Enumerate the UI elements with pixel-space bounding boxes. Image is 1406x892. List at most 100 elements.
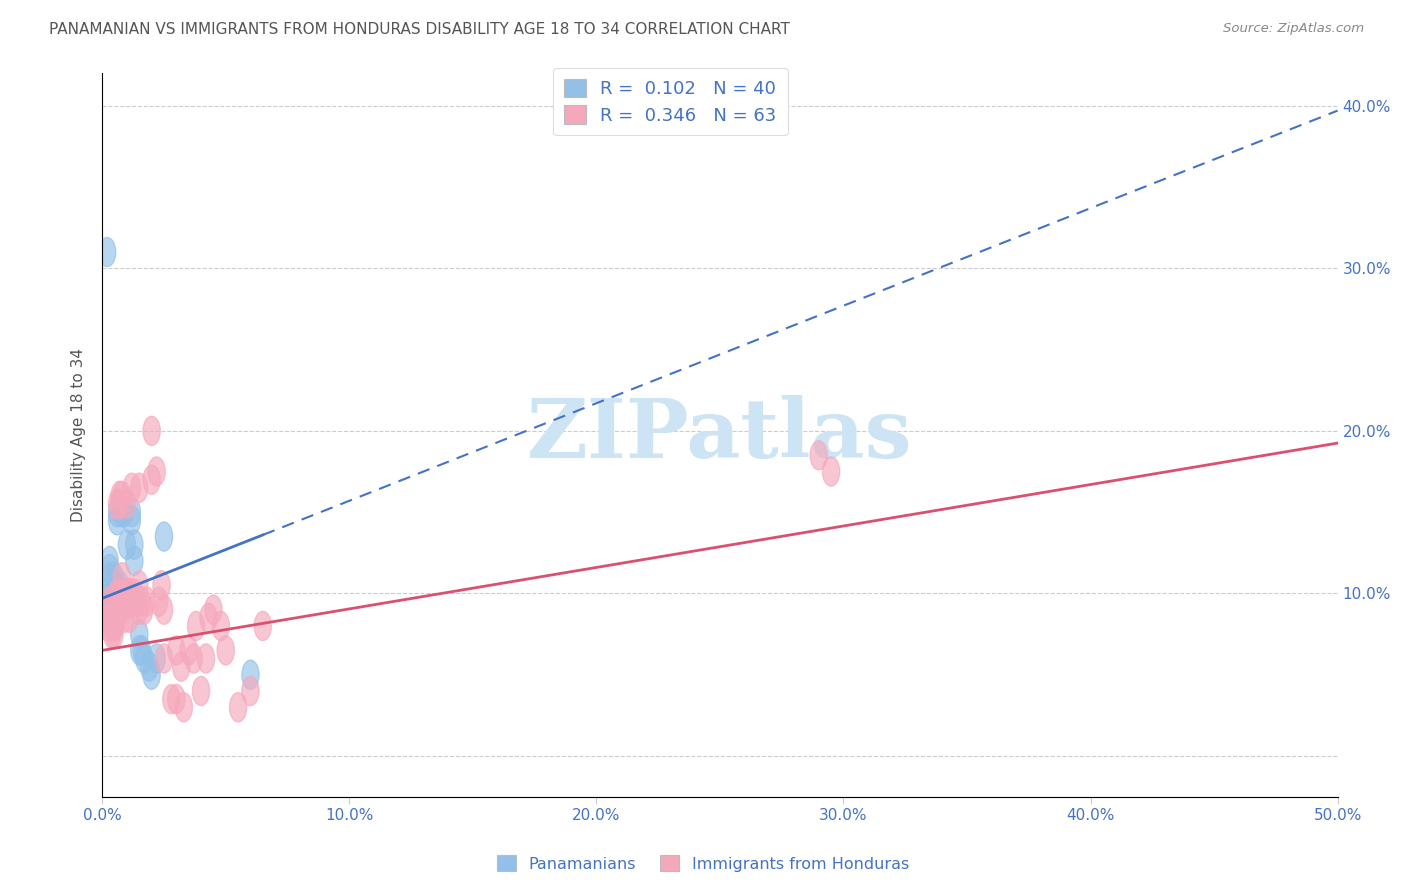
Ellipse shape <box>101 546 118 575</box>
Ellipse shape <box>143 417 160 445</box>
Ellipse shape <box>105 587 124 616</box>
Ellipse shape <box>108 579 125 608</box>
Ellipse shape <box>131 595 148 624</box>
Ellipse shape <box>105 563 124 591</box>
Text: ZIPatlas: ZIPatlas <box>527 395 912 475</box>
Ellipse shape <box>105 603 124 632</box>
Ellipse shape <box>101 555 118 583</box>
Ellipse shape <box>111 490 128 518</box>
Text: Source: ZipAtlas.com: Source: ZipAtlas.com <box>1223 22 1364 36</box>
Ellipse shape <box>128 587 145 616</box>
Ellipse shape <box>823 457 839 486</box>
Ellipse shape <box>135 644 153 673</box>
Ellipse shape <box>105 619 124 648</box>
Ellipse shape <box>131 636 148 665</box>
Ellipse shape <box>111 579 128 608</box>
Ellipse shape <box>180 636 197 665</box>
Ellipse shape <box>111 571 128 600</box>
Ellipse shape <box>108 595 125 624</box>
Ellipse shape <box>131 619 148 648</box>
Ellipse shape <box>141 652 157 681</box>
Ellipse shape <box>105 611 124 640</box>
Ellipse shape <box>118 579 135 608</box>
Ellipse shape <box>105 603 124 632</box>
Ellipse shape <box>111 579 128 608</box>
Ellipse shape <box>115 579 134 608</box>
Legend: R =  0.102   N = 40, R =  0.346   N = 63: R = 0.102 N = 40, R = 0.346 N = 63 <box>554 68 787 136</box>
Ellipse shape <box>121 579 138 608</box>
Ellipse shape <box>131 473 148 502</box>
Ellipse shape <box>155 644 173 673</box>
Ellipse shape <box>104 571 121 600</box>
Ellipse shape <box>254 611 271 640</box>
Ellipse shape <box>155 522 173 551</box>
Ellipse shape <box>173 652 190 681</box>
Y-axis label: Disability Age 18 to 34: Disability Age 18 to 34 <box>72 348 86 522</box>
Ellipse shape <box>108 595 125 624</box>
Ellipse shape <box>125 546 143 575</box>
Text: PANAMANIAN VS IMMIGRANTS FROM HONDURAS DISABILITY AGE 18 TO 34 CORRELATION CHART: PANAMANIAN VS IMMIGRANTS FROM HONDURAS D… <box>49 22 790 37</box>
Ellipse shape <box>118 530 135 559</box>
Ellipse shape <box>115 498 134 527</box>
Ellipse shape <box>187 611 205 640</box>
Ellipse shape <box>124 587 141 616</box>
Ellipse shape <box>163 684 180 714</box>
Ellipse shape <box>148 644 166 673</box>
Ellipse shape <box>167 684 186 714</box>
Ellipse shape <box>135 595 153 624</box>
Ellipse shape <box>104 603 121 632</box>
Ellipse shape <box>101 563 118 591</box>
Ellipse shape <box>118 579 135 608</box>
Ellipse shape <box>197 644 215 673</box>
Ellipse shape <box>114 498 131 527</box>
Ellipse shape <box>134 636 150 665</box>
Ellipse shape <box>115 579 134 608</box>
Ellipse shape <box>217 636 235 665</box>
Ellipse shape <box>108 490 125 518</box>
Legend: Panamanians, Immigrants from Honduras: Panamanians, Immigrants from Honduras <box>489 847 917 880</box>
Ellipse shape <box>104 611 121 640</box>
Ellipse shape <box>810 441 827 470</box>
Ellipse shape <box>229 692 247 722</box>
Ellipse shape <box>124 506 141 535</box>
Ellipse shape <box>98 237 115 267</box>
Ellipse shape <box>104 619 121 648</box>
Ellipse shape <box>125 530 143 559</box>
Ellipse shape <box>124 473 141 502</box>
Ellipse shape <box>108 603 125 632</box>
Ellipse shape <box>212 611 229 640</box>
Ellipse shape <box>105 611 124 640</box>
Ellipse shape <box>111 595 128 624</box>
Ellipse shape <box>242 660 259 690</box>
Ellipse shape <box>176 692 193 722</box>
Ellipse shape <box>150 587 167 616</box>
Ellipse shape <box>104 579 121 608</box>
Ellipse shape <box>148 457 166 486</box>
Ellipse shape <box>134 587 150 616</box>
Ellipse shape <box>114 595 131 624</box>
Ellipse shape <box>108 506 125 535</box>
Ellipse shape <box>186 644 202 673</box>
Ellipse shape <box>115 603 134 632</box>
Ellipse shape <box>131 571 148 600</box>
Ellipse shape <box>104 587 121 616</box>
Ellipse shape <box>101 603 118 632</box>
Ellipse shape <box>98 611 115 640</box>
Ellipse shape <box>114 563 131 591</box>
Ellipse shape <box>205 595 222 624</box>
Ellipse shape <box>200 603 217 632</box>
Ellipse shape <box>118 490 135 518</box>
Ellipse shape <box>105 595 124 624</box>
Ellipse shape <box>143 660 160 690</box>
Ellipse shape <box>138 587 155 616</box>
Ellipse shape <box>155 595 173 624</box>
Ellipse shape <box>98 603 115 632</box>
Ellipse shape <box>143 465 160 494</box>
Ellipse shape <box>101 587 118 616</box>
Ellipse shape <box>114 482 131 510</box>
Ellipse shape <box>167 636 186 665</box>
Ellipse shape <box>125 579 143 608</box>
Ellipse shape <box>193 676 209 706</box>
Ellipse shape <box>111 482 128 510</box>
Ellipse shape <box>114 579 131 608</box>
